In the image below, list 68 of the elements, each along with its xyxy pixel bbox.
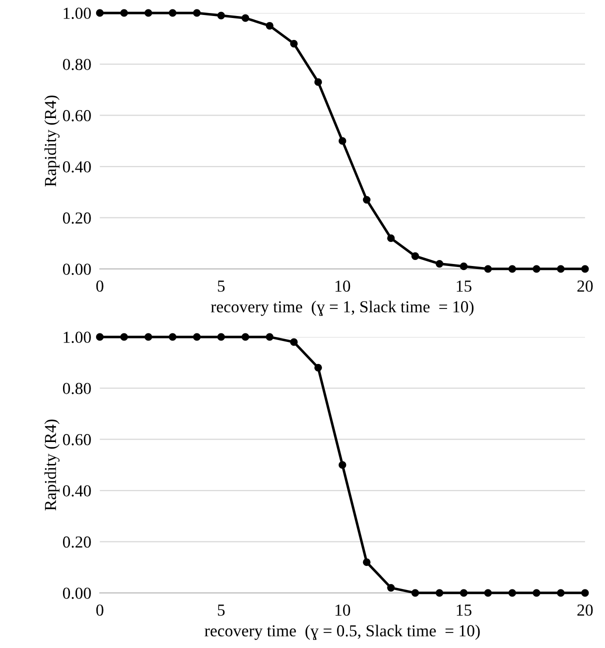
x-tick-label: 5 bbox=[218, 604, 225, 616]
point bbox=[460, 589, 468, 597]
x-tick-label: 15 bbox=[456, 604, 472, 616]
point bbox=[290, 338, 298, 346]
point bbox=[387, 234, 395, 242]
point bbox=[96, 9, 104, 17]
y-tick-label: 0.80 bbox=[62, 382, 91, 394]
y-tick-label: 0.60 bbox=[62, 434, 91, 446]
point bbox=[532, 265, 540, 273]
point bbox=[532, 589, 540, 597]
y-tick-label: 0.80 bbox=[62, 58, 91, 70]
point bbox=[96, 333, 104, 341]
x-tick-label: 0 bbox=[96, 604, 104, 616]
point bbox=[581, 265, 589, 273]
point bbox=[314, 78, 322, 86]
point bbox=[168, 333, 176, 341]
y-tick-label: 0.60 bbox=[62, 110, 91, 122]
x-tick-label: 5 bbox=[218, 280, 225, 292]
x-tick-label: 20 bbox=[577, 604, 593, 616]
point bbox=[242, 14, 250, 22]
x-tick-label: 20 bbox=[577, 280, 593, 292]
y-tick-label: 0.40 bbox=[62, 161, 91, 173]
point bbox=[411, 252, 420, 260]
point bbox=[387, 584, 395, 592]
point bbox=[242, 333, 250, 341]
y-tick-label: 0.00 bbox=[62, 264, 91, 275]
point bbox=[556, 589, 565, 597]
point bbox=[217, 333, 225, 341]
point bbox=[484, 589, 492, 597]
y-tick-label: 0.00 bbox=[62, 588, 91, 599]
point bbox=[581, 589, 589, 597]
point bbox=[460, 262, 468, 270]
point bbox=[556, 265, 565, 273]
point bbox=[168, 9, 176, 17]
y-tick-label: 1.00 bbox=[64, 8, 91, 19]
point bbox=[266, 333, 274, 341]
point bbox=[217, 12, 225, 20]
x-tick-label: 15 bbox=[456, 280, 472, 292]
point bbox=[290, 40, 298, 48]
point bbox=[338, 461, 346, 469]
point bbox=[266, 22, 274, 30]
point bbox=[193, 9, 201, 17]
point bbox=[120, 333, 128, 341]
point bbox=[484, 265, 492, 273]
x-tick-label: 0 bbox=[96, 280, 104, 292]
y-axis-title: Rapidity (R4) bbox=[44, 420, 60, 511]
y-tick-label: 1.00 bbox=[64, 332, 91, 343]
point bbox=[120, 9, 128, 17]
x-tick-label: 10 bbox=[336, 604, 350, 616]
point bbox=[411, 589, 420, 597]
y-tick-label: 0.20 bbox=[62, 536, 91, 548]
point bbox=[144, 9, 152, 17]
point bbox=[436, 260, 444, 268]
point bbox=[362, 558, 371, 566]
y-axis-title: Rapidity (R4) bbox=[44, 96, 60, 187]
x-tick-label: 10 bbox=[336, 280, 350, 292]
point bbox=[193, 333, 201, 341]
x-axis-title: recovery time (ɣ = 0.5, Slack time = 10) bbox=[204, 624, 480, 640]
x-axis-title: recovery time (ɣ = 1, Slack time = 10) bbox=[210, 300, 474, 316]
point bbox=[314, 364, 322, 372]
point bbox=[436, 589, 444, 597]
point bbox=[144, 333, 152, 341]
point bbox=[362, 196, 371, 204]
point bbox=[508, 265, 516, 273]
y-tick-label: 0.40 bbox=[62, 485, 91, 497]
point bbox=[338, 137, 346, 145]
y-tick-label: 0.20 bbox=[62, 212, 91, 224]
point bbox=[508, 589, 516, 597]
